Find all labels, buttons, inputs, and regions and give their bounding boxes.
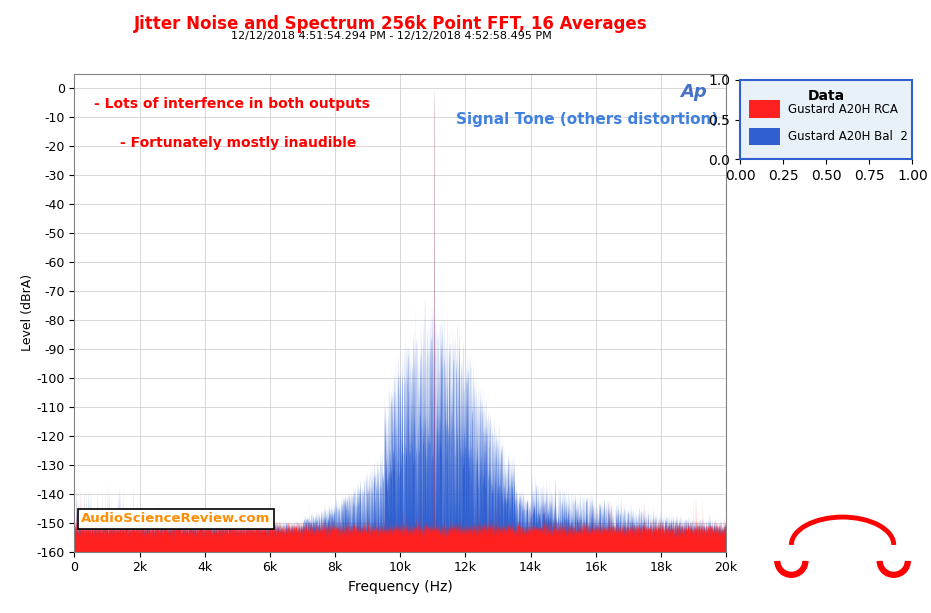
Y-axis label: Level (dBrA): Level (dBrA) — [20, 274, 34, 351]
Text: - Lots of interfence in both outputs: - Lots of interfence in both outputs — [94, 97, 370, 112]
Text: Jitter Noise and Spectrum 256k Point FFT, 16 Averages: Jitter Noise and Spectrum 256k Point FFT… — [134, 15, 648, 33]
Bar — [749, 128, 780, 145]
Bar — [749, 101, 780, 118]
X-axis label: Frequency (Hz): Frequency (Hz) — [348, 580, 452, 594]
Text: 12/12/2018 4:51:54.294 PM - 12/12/2018 4:52:58.495 PM: 12/12/2018 4:51:54.294 PM - 12/12/2018 4… — [231, 31, 551, 40]
Text: Gustard A20H Bal  2: Gustard A20H Bal 2 — [789, 130, 909, 143]
Text: Gustard A20H RCA: Gustard A20H RCA — [789, 102, 898, 116]
Text: - Fortunately mostly inaudible: - Fortunately mostly inaudible — [120, 135, 357, 150]
Text: Ap: Ap — [680, 83, 707, 101]
Text: AudioScienceReview.com: AudioScienceReview.com — [81, 512, 270, 525]
Text: Signal Tone (others distortion): Signal Tone (others distortion) — [456, 112, 718, 127]
Text: Data: Data — [808, 89, 844, 103]
